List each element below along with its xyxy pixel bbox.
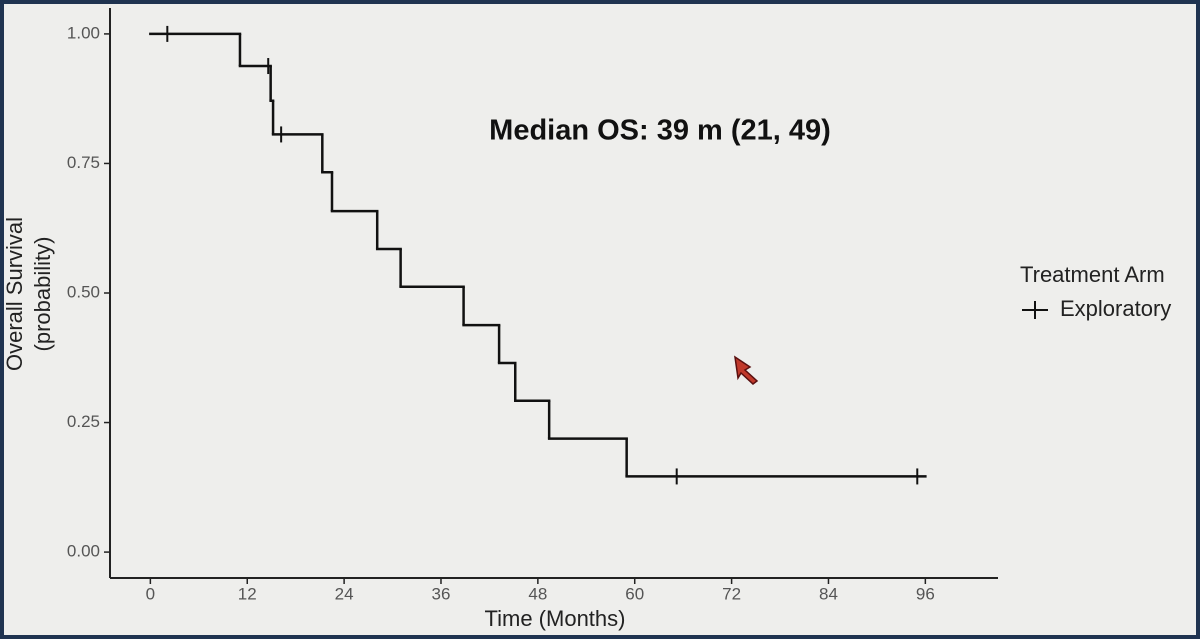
x-tick-label: 96 bbox=[916, 584, 935, 603]
x-tick-label: 12 bbox=[238, 584, 257, 603]
y-tick-label: 0.75 bbox=[67, 153, 100, 172]
x-tick-label: 60 bbox=[625, 584, 644, 603]
x-axis-title: Time (Months) bbox=[485, 606, 626, 631]
x-tick-label: 48 bbox=[528, 584, 547, 603]
y-tick-label: 0.50 bbox=[67, 282, 100, 301]
y-axis-title: Overall Survival (probability) bbox=[2, 217, 55, 371]
annotation: Median OS: 39 m (21, 49) bbox=[489, 115, 831, 147]
legend-label: Exploratory bbox=[1060, 296, 1171, 321]
x-tick-label: 24 bbox=[335, 584, 354, 603]
y-tick-label: 1.00 bbox=[67, 23, 100, 42]
x-tick-label: 72 bbox=[722, 584, 741, 603]
y-tick-label: 0.00 bbox=[67, 542, 100, 561]
cursor bbox=[734, 355, 759, 385]
x-tick-label: 0 bbox=[146, 584, 155, 603]
y-axis-title-line: Overall Survival bbox=[2, 217, 27, 371]
x-tick-label: 84 bbox=[819, 584, 838, 603]
x-tick-label: 36 bbox=[432, 584, 451, 603]
y-tick-label: 0.25 bbox=[67, 412, 100, 431]
plot-background bbox=[4, 4, 1196, 635]
y-axis-title-line: (probability) bbox=[30, 237, 55, 352]
legend-title: Treatment Arm bbox=[1020, 262, 1165, 287]
